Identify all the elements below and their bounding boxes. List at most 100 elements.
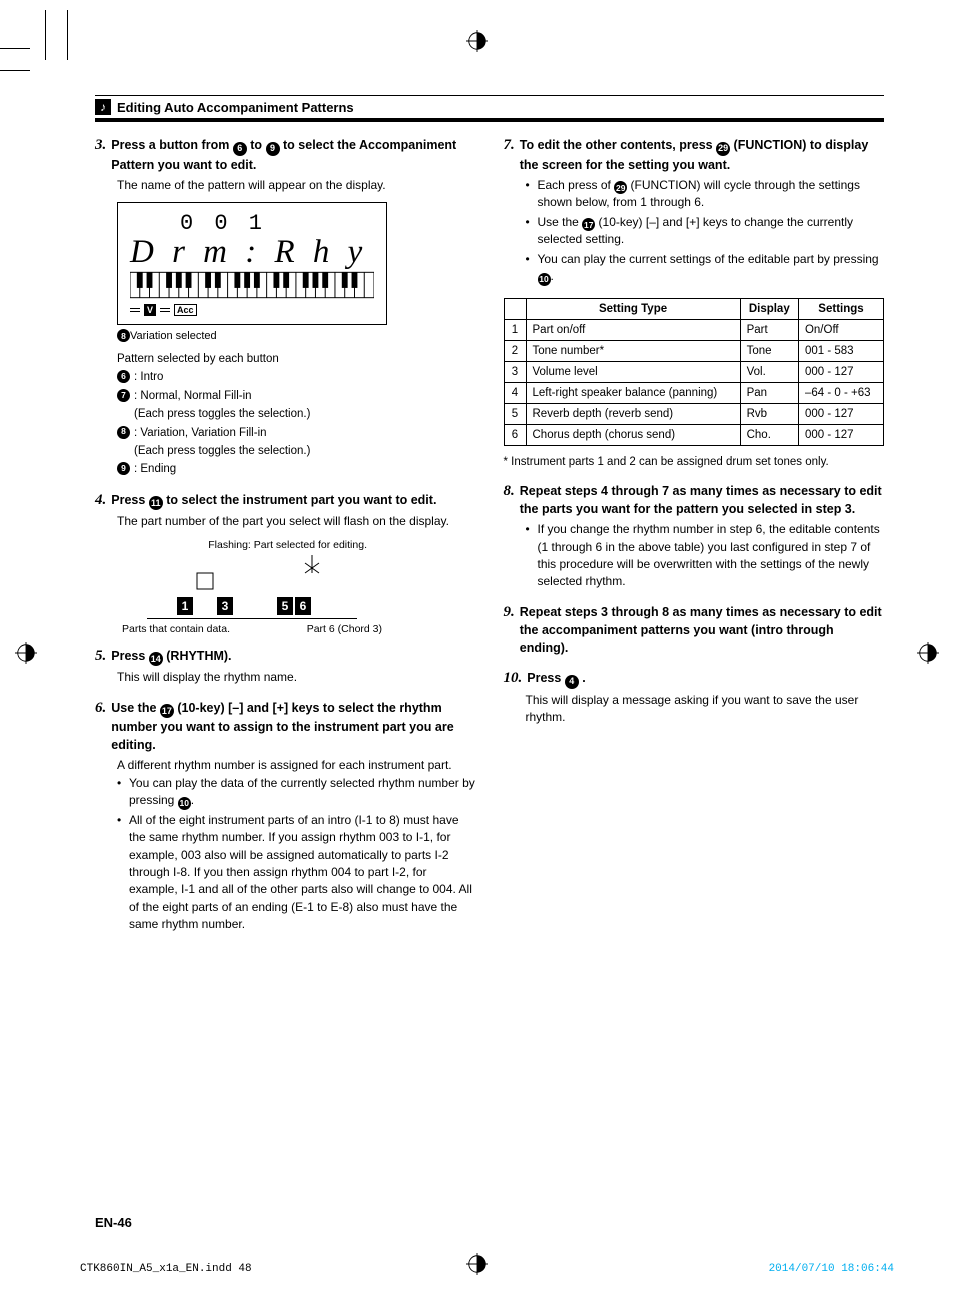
- step-9: 9. Repeat steps 3 through 8 as many time…: [504, 603, 885, 657]
- step-6: 6. Use the 17 (10-key) [–] and [+] keys …: [95, 699, 476, 934]
- part-diagram-svg: 1 3 5 6: [137, 555, 367, 615]
- button-ref-icon: 9: [266, 142, 280, 156]
- step-8: 8. Repeat steps 4 through 7 as many time…: [504, 482, 885, 591]
- list-heading: Pattern selected by each button: [117, 350, 476, 368]
- lcd-v-indicator: V: [144, 304, 156, 316]
- crop-mark: [67, 10, 68, 60]
- step-body: This will display a message asking if yo…: [526, 692, 885, 727]
- diagram-label: Part 6 (Chord 3): [307, 623, 382, 635]
- table-cell: 001 - 583: [798, 340, 883, 361]
- content-area: ♪ Editing Auto Accompaniment Patterns 3.…: [95, 95, 884, 1235]
- text: Use the: [111, 701, 160, 715]
- table-cell: –64 - 0 - +63: [798, 382, 883, 403]
- table-header: Display: [740, 298, 798, 319]
- text: Each press of: [538, 178, 615, 192]
- table-footnote: * Instrument parts 1 and 2 can be assign…: [504, 454, 885, 470]
- button-ref-icon: 6: [117, 370, 130, 383]
- step-title: Use the 17 (10-key) [–] and [+] keys to …: [111, 699, 475, 755]
- page: ♪ Editing Auto Accompaniment Patterns 3.…: [0, 0, 954, 1305]
- step-number: 8.: [504, 482, 515, 502]
- footer-file: CTK860IN_A5_x1a_EN.indd 48: [80, 1263, 252, 1275]
- table-cell: Part: [740, 319, 798, 340]
- registration-mark-icon: [466, 1253, 488, 1275]
- table-cell: 5: [504, 403, 526, 424]
- step-body: If you change the rhythm number in step …: [526, 521, 885, 591]
- table-row: 4 Left-right speaker balance (panning) P…: [504, 382, 884, 403]
- settings-table: Setting Type Display Settings 1 Part on/…: [504, 298, 885, 446]
- button-ref-icon: 4: [565, 675, 579, 689]
- step-10: 10. Press 4 . This will display a messag…: [504, 669, 885, 726]
- text: to: [247, 138, 266, 152]
- list-item: : Ending: [134, 460, 176, 478]
- table-cell: Left-right speaker balance (panning): [526, 382, 740, 403]
- step-title: Repeat steps 4 through 7 as many times a…: [520, 482, 884, 518]
- step-number: 5.: [95, 647, 106, 667]
- step-body: The part number of the part you select w…: [117, 513, 476, 530]
- table-row: 1 Part on/off Part On/Off: [504, 319, 884, 340]
- table-cell: 4: [504, 382, 526, 403]
- button-ref-icon: 7: [117, 389, 130, 402]
- bullet-item: If you change the rhythm number in step …: [526, 521, 885, 591]
- step-title: Press 4 .: [527, 669, 585, 689]
- table-header: [504, 298, 526, 319]
- table-row: 2 Tone number* Tone 001 - 583: [504, 340, 884, 361]
- button-ref-icon: 10: [538, 273, 551, 286]
- lcd-caption: 8 Variation selected: [117, 329, 476, 342]
- music-note-icon: ♪: [95, 99, 111, 115]
- table-header: Settings: [798, 298, 883, 319]
- text: Press a button from: [111, 138, 233, 152]
- button-ref-icon: 17: [582, 218, 595, 231]
- diagram-label: Parts that contain data.: [122, 623, 230, 635]
- crop-mark: [0, 70, 30, 71]
- step-title: Press a button from 6 to 9 to select the…: [111, 136, 475, 174]
- lcd-number: 0 0 1: [180, 211, 374, 236]
- text: Press: [111, 493, 149, 507]
- step-number: 7.: [504, 136, 515, 156]
- step-number: 6.: [95, 699, 106, 719]
- button-ref-icon: 9: [117, 462, 130, 475]
- crop-mark: [0, 48, 30, 49]
- step-body: The name of the pattern will appear on t…: [117, 177, 476, 194]
- text: .: [551, 269, 554, 283]
- step-5: 5. Press 14 (RHYTHM). This will display …: [95, 647, 476, 687]
- table-cell: 000 - 127: [798, 403, 883, 424]
- table-cell: 000 - 127: [798, 361, 883, 382]
- table-cell: On/Off: [798, 319, 883, 340]
- lcd-text: D r m : R h y: [130, 234, 374, 271]
- lcd-display: 0 0 1 D r m : R h y V Acc: [117, 202, 387, 325]
- button-ref-icon: 29: [716, 142, 730, 156]
- bullet-item: Each press of 29 (FUNCTION) will cycle t…: [526, 177, 885, 212]
- table-header: Setting Type: [526, 298, 740, 319]
- table-cell: 6: [504, 424, 526, 445]
- text: .: [191, 793, 194, 807]
- step-3: 3. Press a button from 6 to 9 to select …: [95, 136, 476, 479]
- piano-keys-icon: [130, 271, 374, 299]
- step-title: Press 11 to select the instrument part y…: [111, 491, 436, 511]
- button-ref-icon: 29: [614, 181, 627, 194]
- list-item: : Normal, Normal Fill-in: [134, 390, 252, 402]
- section-header: ♪ Editing Auto Accompaniment Patterns: [95, 95, 884, 122]
- step-title: Press 14 (RHYTHM).: [111, 647, 231, 667]
- text: (RHYTHM).: [163, 649, 232, 663]
- text: .: [579, 671, 586, 685]
- step-4: 4. Press 11 to select the instrument par…: [95, 491, 476, 635]
- crop-mark: [45, 10, 46, 60]
- step-7: 7. To edit the other contents, press 29 …: [504, 136, 885, 286]
- button-ref-icon: 17: [160, 704, 174, 718]
- table-row: 5 Reverb depth (reverb send) Rvb 000 - 1…: [504, 403, 884, 424]
- pattern-list: Pattern selected by each button 6 : Intr…: [117, 350, 476, 479]
- lcd-indicators: V Acc: [130, 304, 374, 316]
- text: You can play the current settings of the…: [538, 252, 879, 266]
- table-row: 6 Chorus depth (chorus send) Cho. 000 - …: [504, 424, 884, 445]
- table-cell: Vol.: [740, 361, 798, 382]
- step-body: A different rhythm number is assigned fo…: [117, 757, 476, 933]
- button-ref-icon: 11: [149, 496, 163, 510]
- step-title: Repeat steps 3 through 8 as many times a…: [520, 603, 884, 657]
- text: Press: [527, 671, 565, 685]
- lcd-acc-indicator: Acc: [174, 304, 197, 316]
- svg-text:3: 3: [222, 599, 229, 613]
- text: to select the instrument part you want t…: [163, 493, 437, 507]
- step-body: Each press of 29 (FUNCTION) will cycle t…: [526, 177, 885, 286]
- step-body: This will display the rhythm name.: [117, 669, 476, 686]
- bullet-item: Use the 17 (10-key) [–] and [+] keys to …: [526, 214, 885, 249]
